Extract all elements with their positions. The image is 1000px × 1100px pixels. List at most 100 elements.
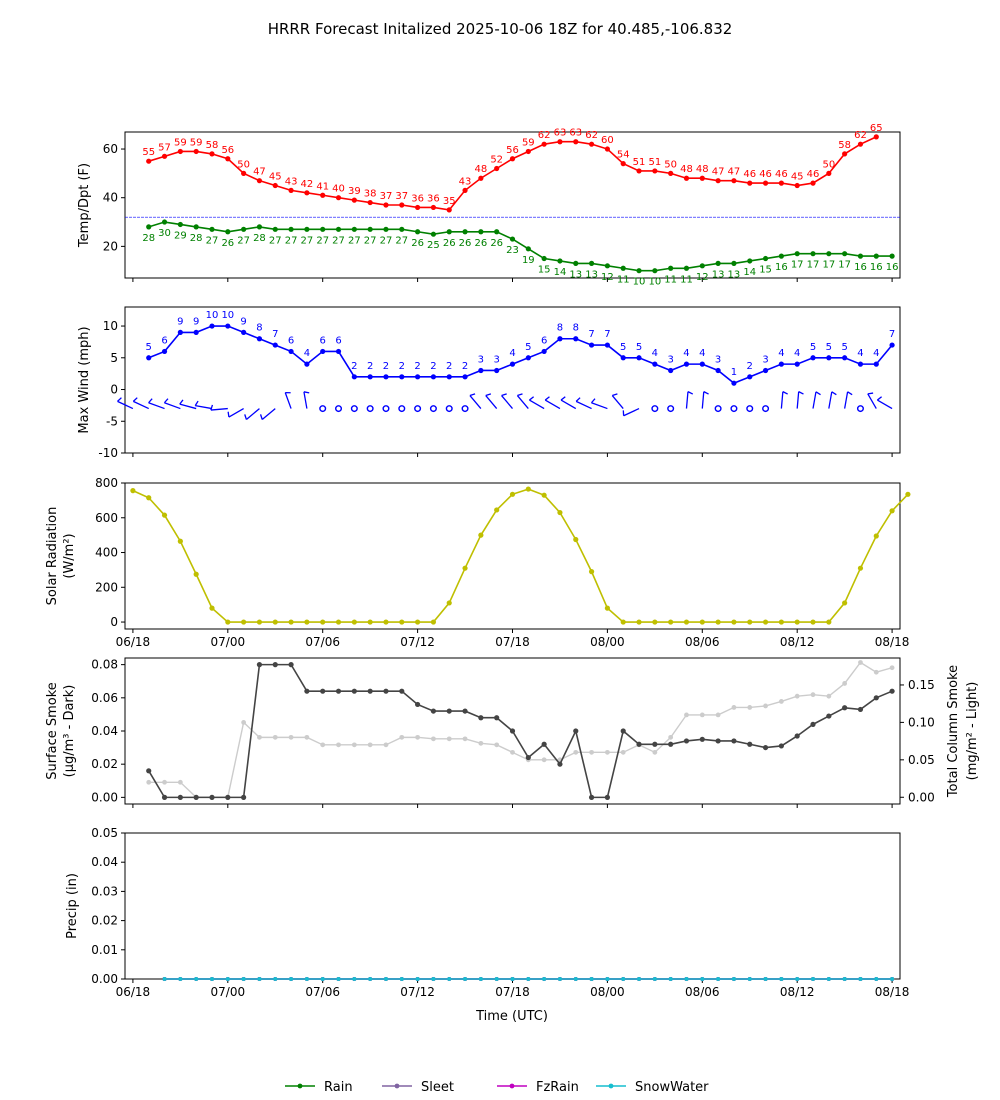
snowwater-point bbox=[605, 977, 610, 981]
dewpoint-data-label: 17 bbox=[807, 260, 820, 271]
temp-point bbox=[399, 202, 405, 208]
wind-barb bbox=[195, 404, 213, 410]
wind-data-label: 7 bbox=[604, 329, 610, 340]
surface_smoke-point bbox=[873, 695, 879, 701]
snowwater-point bbox=[668, 977, 673, 981]
wind-data-label: 9 bbox=[177, 316, 183, 327]
wind-barb-feather bbox=[194, 400, 199, 406]
surface_smoke-point bbox=[794, 733, 800, 739]
wind-barb-calm bbox=[398, 405, 406, 413]
dewpoint-point bbox=[620, 265, 626, 271]
temp-point bbox=[731, 178, 737, 184]
total_column_smoke-point bbox=[478, 740, 484, 746]
total_column_smoke-point bbox=[794, 693, 800, 699]
dewpoint-point bbox=[778, 253, 784, 259]
surface_smoke-point bbox=[620, 728, 626, 734]
dewpoint-point bbox=[573, 260, 579, 266]
dewpoint-data-label: 27 bbox=[237, 235, 250, 246]
wind-point bbox=[731, 380, 737, 386]
y-tick-label: 0.00 bbox=[91, 790, 118, 804]
solar-point bbox=[161, 512, 168, 518]
snowwater-point bbox=[257, 977, 262, 981]
temp-data-label: 59 bbox=[190, 137, 203, 148]
total_column_smoke-point bbox=[177, 779, 183, 785]
snowwater-point bbox=[209, 977, 214, 981]
wind-barb-calm bbox=[730, 405, 738, 413]
solar-point bbox=[762, 619, 769, 625]
wind-barb bbox=[117, 400, 134, 410]
dewpoint-data-label: 15 bbox=[538, 265, 551, 276]
solar-point bbox=[367, 619, 373, 625]
dewpoint-point bbox=[731, 260, 737, 266]
temp-data-label: 50 bbox=[237, 159, 250, 170]
dewpoint-point bbox=[509, 236, 516, 242]
total_column_smoke-point bbox=[810, 692, 816, 698]
y2-tick-label: 0.00 bbox=[908, 790, 935, 804]
wind-barb bbox=[780, 391, 784, 409]
dewpoint-point bbox=[478, 229, 484, 235]
x-tick-label: 07/00 bbox=[211, 985, 246, 999]
legend-marker-rain bbox=[297, 1083, 303, 1089]
snowwater-point bbox=[874, 977, 879, 981]
temp-point bbox=[430, 204, 437, 211]
wind-barb bbox=[210, 407, 228, 411]
wind-barb bbox=[148, 402, 165, 410]
wind-data-label: 4 bbox=[509, 348, 515, 359]
wind-barb-calm bbox=[762, 405, 770, 413]
temp-point bbox=[225, 156, 231, 162]
y-axis-label: Solar Radiation bbox=[45, 507, 60, 606]
dewpoint-point bbox=[762, 255, 769, 262]
wind-point bbox=[794, 361, 800, 367]
temp-point bbox=[810, 180, 816, 186]
dewpoint-data-label: 11 bbox=[617, 274, 630, 285]
solar-point bbox=[652, 619, 658, 625]
wind-point bbox=[446, 374, 452, 380]
y-tick-label: 0.01 bbox=[91, 943, 118, 957]
solar-point bbox=[320, 619, 326, 625]
wind-barb bbox=[560, 399, 577, 410]
wind-barb-calm bbox=[651, 405, 659, 413]
x-tick-label: 06/18 bbox=[116, 985, 151, 999]
temp-point bbox=[652, 168, 658, 174]
wind-barb-calm bbox=[445, 405, 453, 413]
snowwater-point bbox=[431, 977, 436, 981]
solar-point bbox=[794, 619, 800, 625]
surface_smoke-point bbox=[288, 662, 294, 668]
dewpoint-point bbox=[557, 258, 563, 264]
temp-point bbox=[620, 161, 626, 167]
solar-point bbox=[478, 532, 484, 538]
dewpoint-data-label: 28 bbox=[142, 233, 155, 244]
temp-data-label: 45 bbox=[269, 172, 282, 183]
panel-4: 0.00 0.02 0.04 0.06 0.08 Surface Smoke (μg/m³ … bbox=[45, 657, 980, 808]
surface_smoke-point bbox=[304, 688, 310, 694]
wind-point bbox=[525, 355, 531, 361]
total_column_smoke-point bbox=[541, 757, 547, 763]
wind-barb-feather bbox=[501, 393, 507, 397]
wind-barb-feather bbox=[244, 414, 248, 420]
dewpoint-point bbox=[541, 255, 547, 262]
wind-barb bbox=[284, 392, 292, 409]
wind-barb bbox=[529, 399, 545, 410]
dewpoint-point bbox=[146, 224, 152, 230]
temp-data-label: 51 bbox=[648, 157, 661, 168]
wind-barb-feather bbox=[529, 396, 535, 401]
y-tick-label: 200 bbox=[95, 580, 118, 594]
snowwater-point bbox=[304, 977, 309, 981]
wind-barb-feather bbox=[517, 393, 523, 397]
wind-data-label: 2 bbox=[747, 361, 753, 372]
surface_smoke-point bbox=[430, 708, 437, 714]
solar-point bbox=[778, 619, 784, 625]
snowwater-point bbox=[320, 977, 325, 981]
temp-point bbox=[873, 134, 879, 140]
dewpoint-point bbox=[462, 229, 468, 235]
wind-barb-feather bbox=[612, 393, 618, 397]
wind-data-label: 10 bbox=[221, 310, 234, 321]
y-tick-label: 0 bbox=[110, 383, 118, 397]
dewpoint-data-label: 27 bbox=[395, 235, 408, 246]
wind-data-label: 1 bbox=[731, 367, 737, 378]
dewpoint-data-label: 13 bbox=[569, 269, 582, 280]
temp-data-label: 42 bbox=[301, 179, 314, 190]
x-tick-label: 08/12 bbox=[780, 985, 815, 999]
y-tick-label: -10 bbox=[98, 446, 118, 460]
wind-point bbox=[193, 329, 199, 335]
